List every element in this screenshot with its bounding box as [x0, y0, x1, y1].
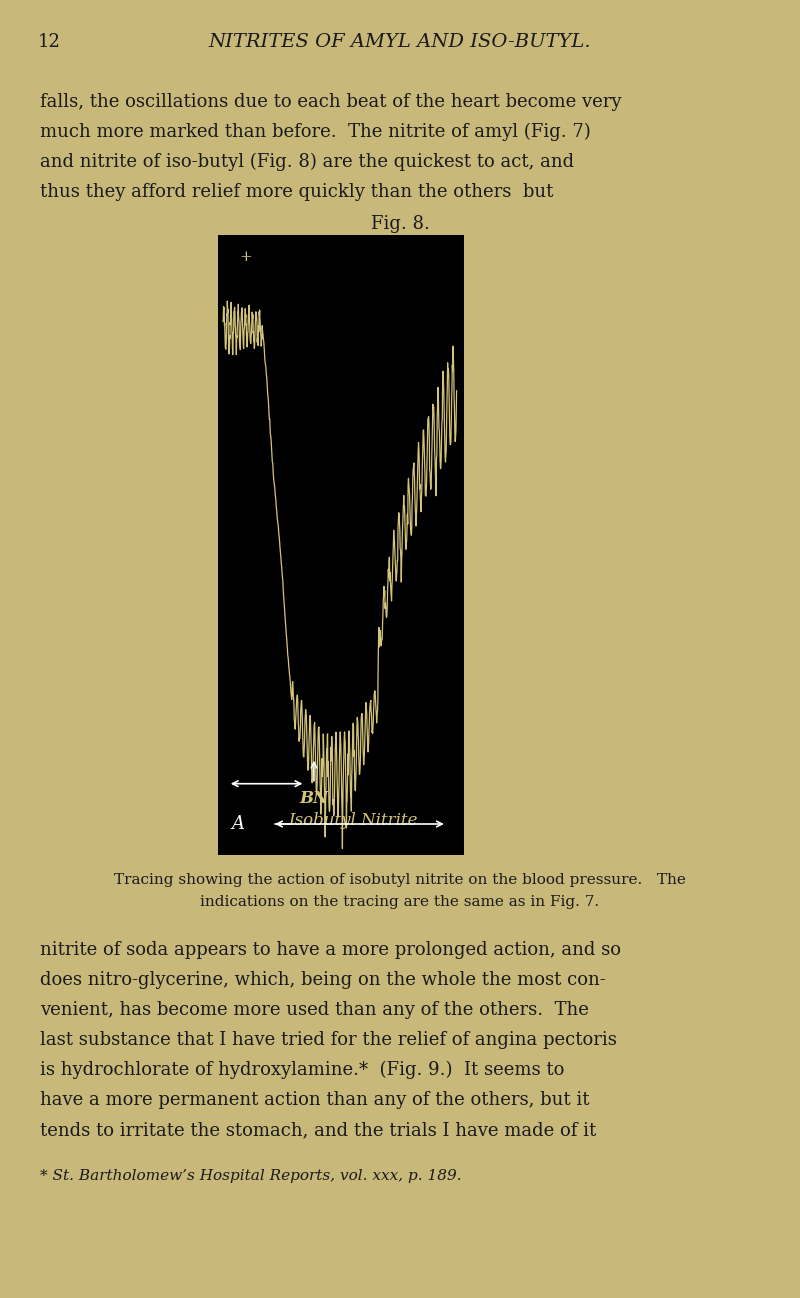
Text: BN: BN [299, 789, 329, 806]
Text: much more marked than before.  The nitrite of amyl (Fig. 7): much more marked than before. The nitrit… [40, 123, 590, 141]
Text: A: A [231, 815, 244, 833]
Text: and nitrite of iso-butyl (Fig. 8) are the quickest to act, and: and nitrite of iso-butyl (Fig. 8) are th… [40, 153, 574, 171]
Text: falls, the oscillations due to each beat of the heart become very: falls, the oscillations due to each beat… [40, 93, 622, 112]
Text: does nitro-glycerine, which, being on the whole the most con-: does nitro-glycerine, which, being on th… [40, 971, 606, 989]
Text: +: + [240, 249, 252, 263]
Text: have a more permanent action than any of the others, but it: have a more permanent action than any of… [40, 1092, 590, 1108]
Text: thus they afford relief more quickly than the others  but: thus they afford relief more quickly tha… [40, 183, 554, 201]
Text: 12: 12 [38, 32, 61, 51]
Text: Isobutyl Nitrite: Isobutyl Nitrite [289, 811, 418, 828]
Text: Tracing showing the action of isobutyl nitrite on the blood pressure.   The: Tracing showing the action of isobutyl n… [114, 874, 686, 887]
Text: NITRITES OF AMYL AND ISO-BUTYL.: NITRITES OF AMYL AND ISO-BUTYL. [209, 32, 591, 51]
Text: Fig. 8.: Fig. 8. [370, 215, 430, 234]
Text: is hydrochlorate of hydroxylamine.*  (Fig. 9.)  It seems to: is hydrochlorate of hydroxylamine.* (Fig… [40, 1060, 564, 1079]
Text: * St. Bartholomew’s Hospital Reports, vol. xxx, p. 189.: * St. Bartholomew’s Hospital Reports, vo… [40, 1169, 462, 1182]
Text: tends to irritate the stomach, and the trials I have made of it: tends to irritate the stomach, and the t… [40, 1121, 596, 1140]
Text: indications on the tracing are the same as in Fig. 7.: indications on the tracing are the same … [201, 896, 599, 909]
Text: last substance that I have tried for the relief of angina pectoris: last substance that I have tried for the… [40, 1031, 617, 1049]
Text: nitrite of soda appears to have a more prolonged action, and so: nitrite of soda appears to have a more p… [40, 941, 621, 959]
Text: venient, has become more used than any of the others.  The: venient, has become more used than any o… [40, 1001, 589, 1019]
Bar [218, 235, 464, 855]
